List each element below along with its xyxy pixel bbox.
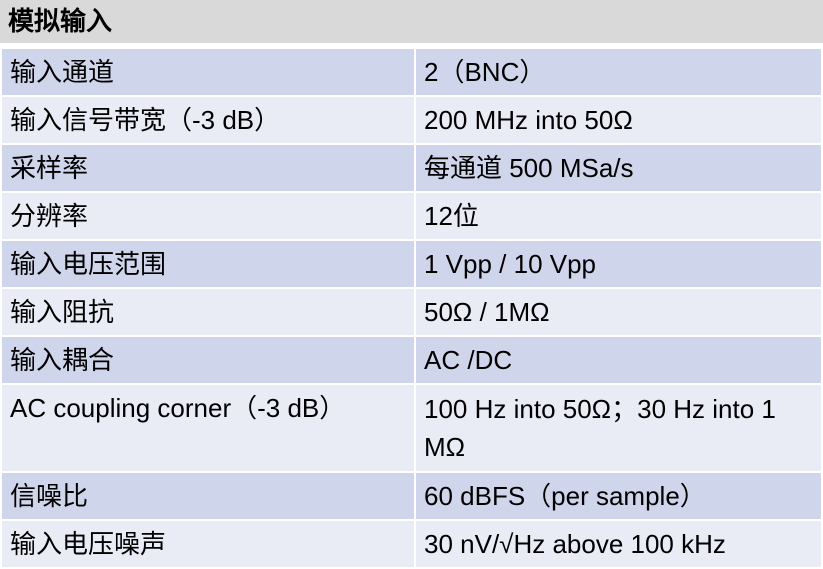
table-row: 信噪比 60 dBFS（per sample）: [0, 471, 823, 521]
spec-label: 输入电压噪声: [0, 519, 416, 569]
section-title: 模拟输入: [0, 0, 823, 47]
table-row: 采样率 每通道 500 MSa/s: [0, 143, 823, 193]
spec-label: 采样率: [0, 143, 416, 193]
spec-value: 30 nV/√Hz above 100 kHz: [414, 519, 823, 569]
spec-value: 每通道 500 MSa/s: [414, 143, 823, 193]
table-row: AC coupling corner（-3 dB） 100 Hz into 50Ω…: [0, 383, 823, 473]
spec-label: 输入阻抗: [0, 287, 416, 337]
table-row: 输入耦合 AC /DC: [0, 335, 823, 385]
table-row: 分辨率 12位: [0, 191, 823, 241]
spec-value: 12位: [414, 191, 823, 241]
spec-table: 输入通道 2（BNC） 输入信号带宽（-3 dB） 200 MHz into 50Ω…: [0, 47, 823, 569]
spec-value: 60 dBFS（per sample）: [414, 471, 823, 521]
table-row: 输入电压范围 1 Vpp / 10 Vpp: [0, 239, 823, 289]
spec-label: AC coupling corner（-3 dB）: [0, 383, 416, 473]
spec-value: 100 Hz into 50Ω；30 Hz into 1 MΩ: [414, 383, 823, 473]
table-row: 输入阻抗 50Ω / 1MΩ: [0, 287, 823, 337]
spec-label: 输入耦合: [0, 335, 416, 385]
spec-label: 分辨率: [0, 191, 416, 241]
spec-label: 信噪比: [0, 471, 416, 521]
table-row: 输入信号带宽（-3 dB） 200 MHz into 50Ω: [0, 95, 823, 145]
spec-label: 输入信号带宽（-3 dB）: [0, 95, 416, 145]
spec-label: 输入电压范围: [0, 239, 416, 289]
table-row: 输入电压噪声 30 nV/√Hz above 100 kHz: [0, 519, 823, 569]
spec-value: AC /DC: [414, 335, 823, 385]
spec-value: 200 MHz into 50Ω: [414, 95, 823, 145]
spec-label: 输入通道: [0, 47, 416, 97]
table-row: 输入通道 2（BNC）: [0, 47, 823, 97]
spec-value: 2（BNC）: [414, 47, 823, 97]
spec-value: 50Ω / 1MΩ: [414, 287, 823, 337]
spec-value: 1 Vpp / 10 Vpp: [414, 239, 823, 289]
